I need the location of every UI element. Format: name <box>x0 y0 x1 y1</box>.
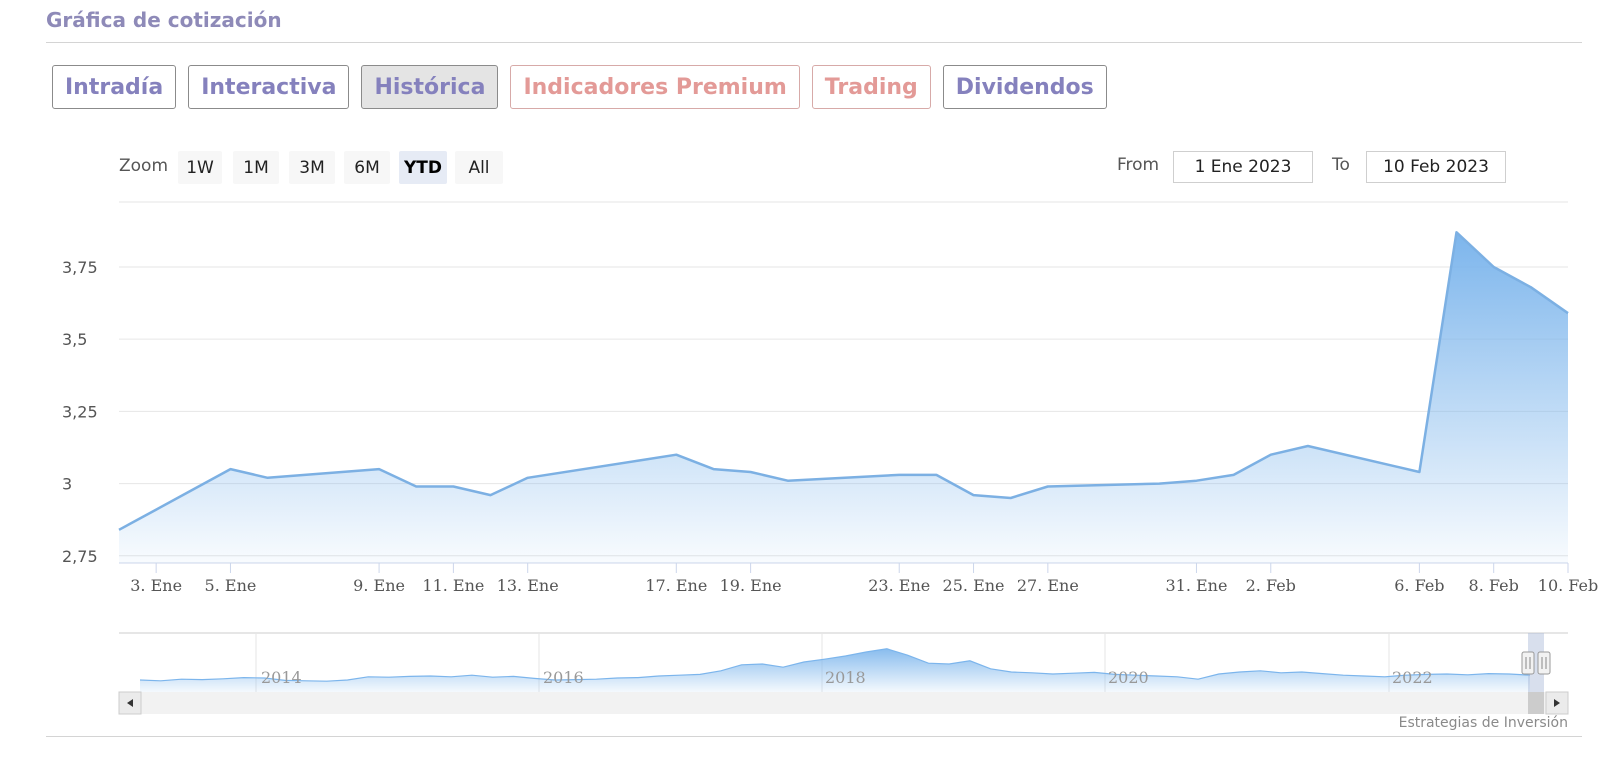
scrollbar-thumb[interactable] <box>1528 692 1544 714</box>
navigator[interactable]: 2014 2016 2018 2020 2022 <box>118 632 1569 715</box>
x-tick-label: 27. Ene <box>1017 576 1079 595</box>
x-tick-label: 11. Ene <box>422 576 484 595</box>
to-date-input[interactable]: 10 Feb 2023 <box>1366 151 1506 183</box>
x-axis-labels: 3. Ene 5. Ene 9. Ene 11. Ene 13. Ene 17. Ene 1… <box>130 563 1598 595</box>
zoom-ytd-button[interactable]: YTD <box>399 151 447 184</box>
zoom-1m-button[interactable]: 1M <box>233 151 279 184</box>
chart-tabs: Intradía Interactiva Histórica Indicador… <box>52 65 1119 109</box>
scrollbar-track[interactable] <box>119 692 1568 714</box>
navigator-year-label: 2020 <box>1108 668 1149 687</box>
to-label: To <box>1332 155 1350 175</box>
y-tick-label: 3,25 <box>62 402 98 421</box>
zoom-6m-button[interactable]: 6M <box>344 151 390 184</box>
x-tick-label: 2. Feb <box>1246 576 1296 595</box>
credit-label: Estrategias de Inversión <box>1398 715 1568 731</box>
tab-intradia[interactable]: Intradía <box>52 65 177 109</box>
zoom-1w-button[interactable]: 1W <box>178 151 222 184</box>
tab-dividendos[interactable]: Dividendos <box>942 65 1107 109</box>
navigator-area <box>140 648 1530 692</box>
y-tick-label: 3,5 <box>62 330 87 349</box>
navigator-selection <box>1528 633 1544 692</box>
y-axis-labels: 2,75 3 3,25 3,5 3,75 <box>62 258 98 566</box>
tab-indicadores-premium[interactable]: Indicadores Premium <box>510 65 800 109</box>
from-date-input[interactable]: 1 Ene 2023 <box>1173 151 1313 183</box>
price-line <box>118 231 1569 531</box>
navigator-year-label: 2022 <box>1392 668 1433 687</box>
x-tick-label: 8. Feb <box>1469 576 1519 595</box>
navigator-year-label: 2016 <box>543 668 584 687</box>
x-tick-label: 23. Ene <box>868 576 930 595</box>
zoom-3m-button[interactable]: 3M <box>289 151 335 184</box>
navigator-year-label: 2014 <box>261 668 302 687</box>
x-tick-label: 19. Ene <box>720 576 782 595</box>
tab-interactiva[interactable]: Interactiva <box>188 65 350 109</box>
price-area-fill <box>119 232 1568 564</box>
arrow-left-icon <box>127 699 133 707</box>
zoom-all-button[interactable]: All <box>455 151 503 184</box>
tab-historica[interactable]: Histórica <box>361 65 499 109</box>
x-tick-label: 6. Feb <box>1394 576 1444 595</box>
navigator-year-label: 2018 <box>825 668 866 687</box>
navigator-line <box>139 648 1531 682</box>
x-tick-label: 5. Ene <box>205 576 257 595</box>
arrow-right-icon <box>1554 699 1560 707</box>
title-divider <box>46 42 1582 43</box>
x-tick-label: 10. Feb <box>1538 576 1598 595</box>
navigator-handle[interactable] <box>1521 651 1535 675</box>
y-tick-label: 2,75 <box>62 547 98 566</box>
from-label: From <box>1117 155 1160 175</box>
y-tick-label: 3 <box>62 475 72 494</box>
x-tick-label: 25. Ene <box>943 576 1005 595</box>
x-tick-label: 3. Ene <box>130 576 182 595</box>
navigator-handle[interactable] <box>1537 651 1551 675</box>
bottom-divider <box>46 736 1582 737</box>
zoom-label: Zoom <box>119 156 169 176</box>
x-tick-label: 31. Ene <box>1165 576 1227 595</box>
x-tick-label: 13. Ene <box>497 576 559 595</box>
page-title: Gráfica de cotización <box>46 8 282 32</box>
x-tick-label: 17. Ene <box>645 576 707 595</box>
tab-trading[interactable]: Trading <box>811 65 931 109</box>
x-tick-label: 9. Ene <box>353 576 405 595</box>
price-area <box>118 231 1569 564</box>
y-tick-label: 3,75 <box>62 258 98 277</box>
